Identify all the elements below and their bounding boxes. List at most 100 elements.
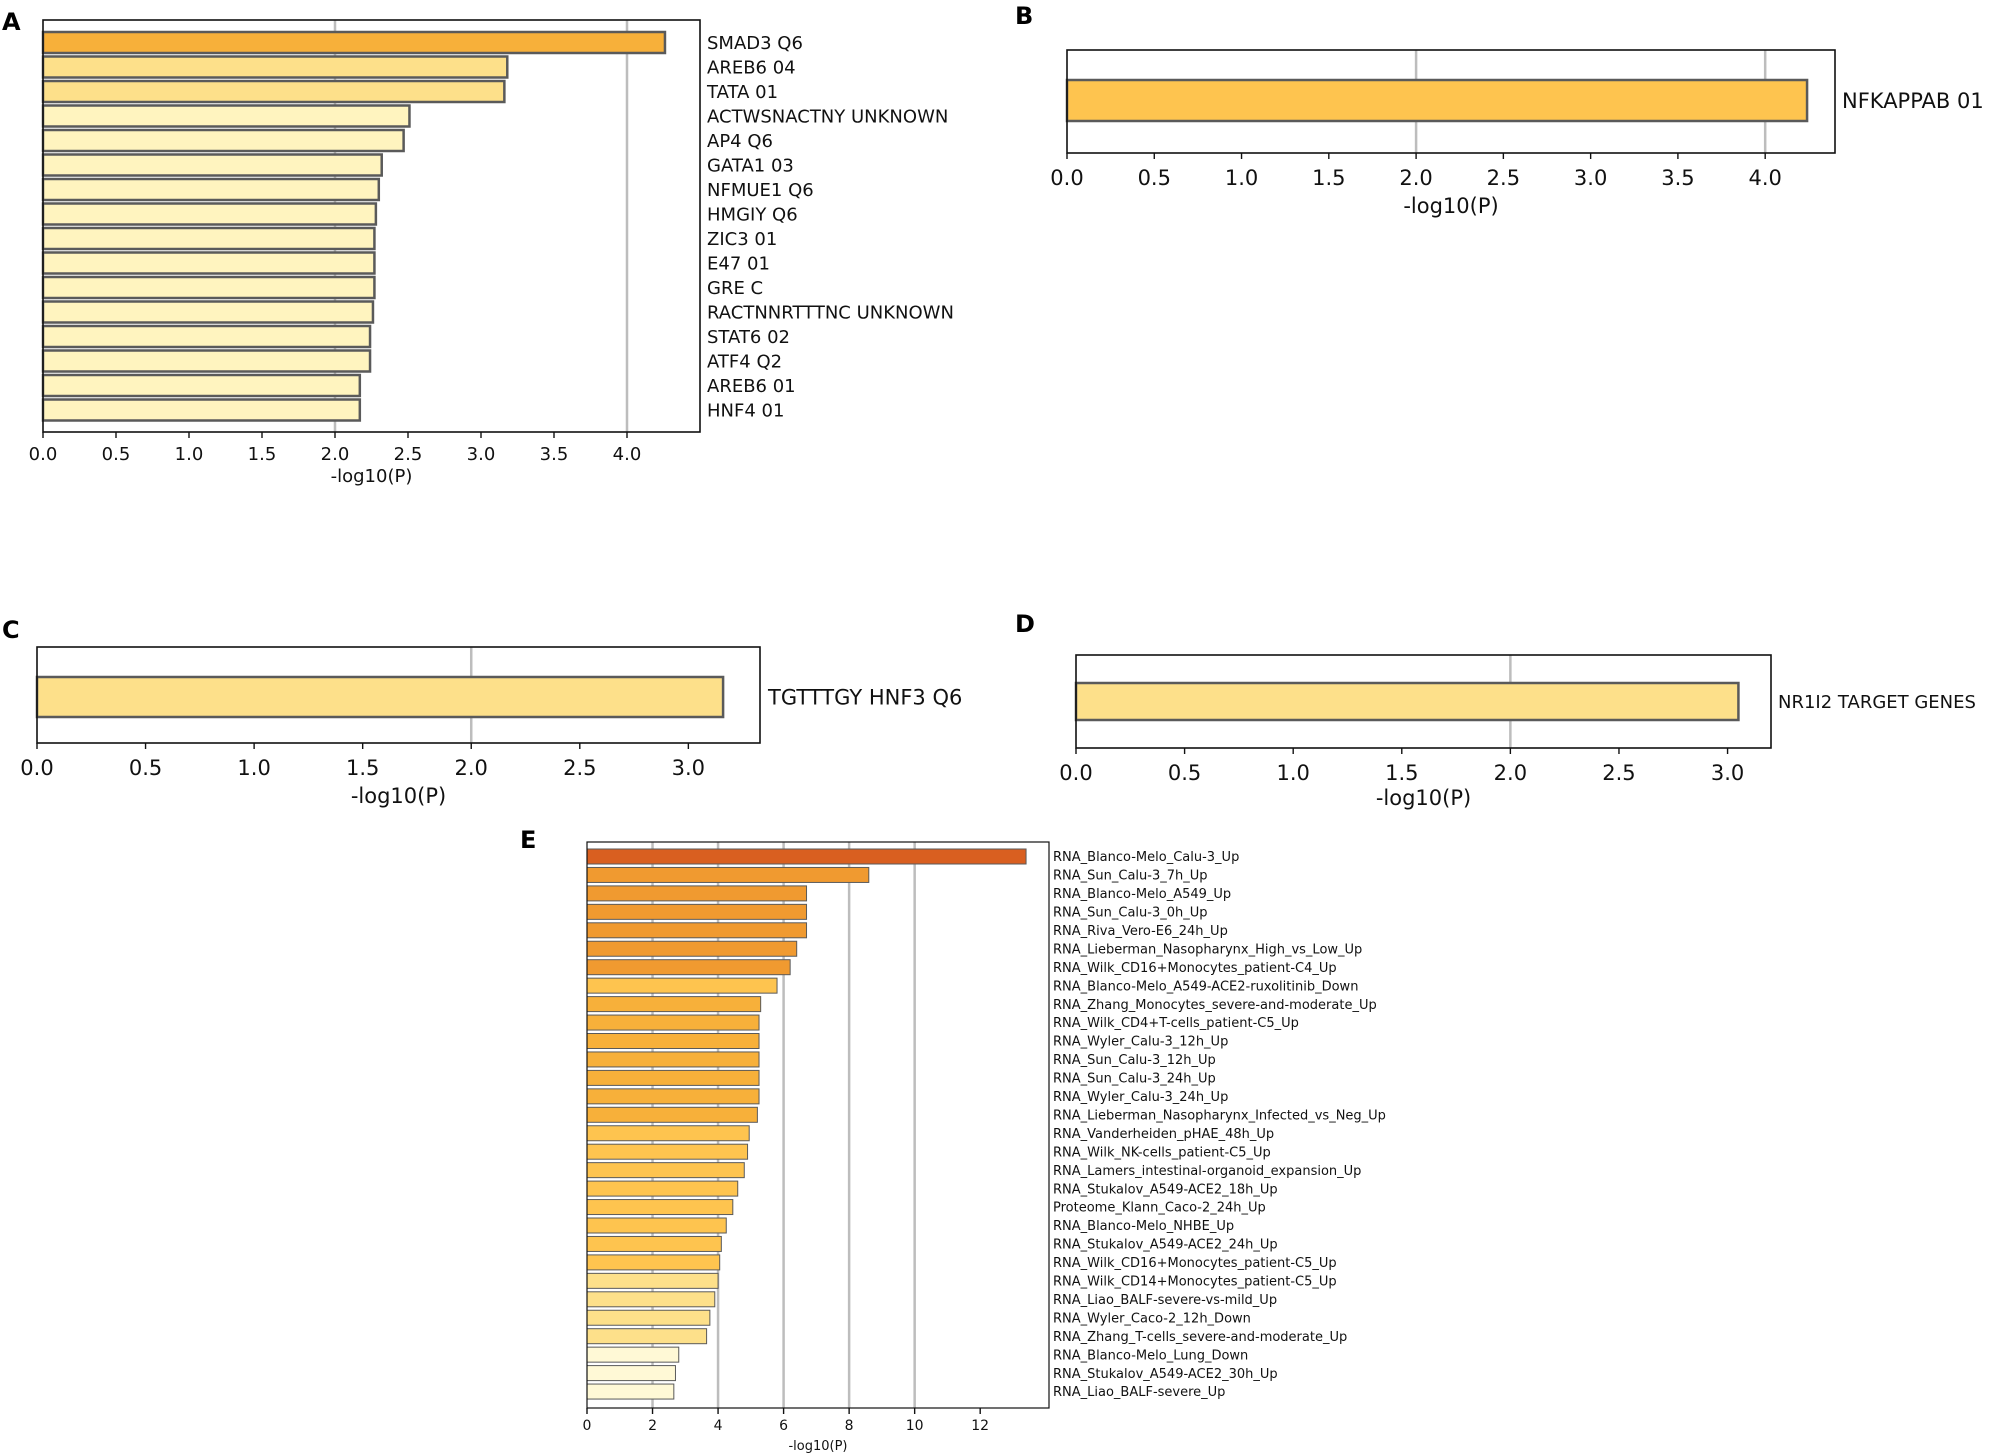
- x-tick-label-d-2: 1.0: [1276, 761, 1309, 785]
- category-label-e-3: RNA_Sun_Calu-3_0h_Up: [1053, 906, 1208, 921]
- category-label-e-10: RNA_Wyler_Calu-3_12h_Up: [1053, 1035, 1228, 1050]
- category-label-a-15: HNF4 01: [707, 400, 784, 421]
- category-label-e-22: RNA_Wilk_CD16+Monocytes_patient-C5_Up: [1053, 1256, 1337, 1271]
- category-label-a-8: ZIC3 01: [707, 229, 777, 250]
- category-label-e-15: RNA_Vanderheiden_pHAE_48h_Up: [1053, 1127, 1274, 1142]
- bar-e-2: [586, 885, 808, 902]
- x-tick-label-a-7: 3.5: [540, 444, 569, 465]
- x-tick-label-c-5: 2.5: [563, 756, 596, 780]
- bar-a-13: [41, 349, 372, 373]
- bar-e-25: [586, 1309, 711, 1326]
- bar-e-24: [586, 1291, 716, 1308]
- bar-e-27: [586, 1346, 680, 1363]
- x-tick-label-a-8: 4.0: [613, 444, 642, 465]
- bar-e-14: [586, 1106, 758, 1123]
- x-tick-label-e-4: 8: [845, 1418, 854, 1434]
- bar-e-19: [586, 1199, 734, 1216]
- category-label-a-4: AP4 Q6: [707, 131, 773, 152]
- category-label-a-12: STAT6 02: [707, 327, 790, 348]
- x-tick-label-d-3: 1.5: [1385, 761, 1418, 785]
- category-label-e-11: RNA_Sun_Calu-3_12h_Up: [1053, 1053, 1216, 1068]
- x-axis-label-a: -log10(P): [331, 466, 413, 487]
- bar-e-21: [586, 1235, 722, 1252]
- x-tick-label-c-6: 3.0: [672, 756, 705, 780]
- chart-panel-b: NFKAPPAB 01 0.0 0.5 1.0 1.5 2.0 2.5 3.0 3.5 4.0 -l…: [1050, 49, 1984, 218]
- x-tick-label-e-2: 4: [714, 1418, 723, 1434]
- category-label-a-10: GRE C: [707, 278, 763, 299]
- x-tick-label-b-0: 0.0: [1050, 166, 1083, 190]
- x-tick-label-e-6: 12: [971, 1418, 989, 1434]
- x-axis-label-e: -log10(P): [788, 1439, 847, 1454]
- x-tick-label-b-8: 4.0: [1748, 166, 1781, 190]
- bar-a-14: [41, 373, 362, 398]
- bar-e-18: [586, 1180, 739, 1197]
- bar-e-13: [586, 1088, 760, 1105]
- bar-a-9: [41, 251, 376, 275]
- x-tick-label-a-0: 0.0: [29, 444, 58, 465]
- plot-frame-e: [586, 841, 1050, 1409]
- category-label-e-9: RNA_Wilk_CD4+T-cells_patient-C5_Up: [1053, 1016, 1299, 1031]
- bar-a-1: [41, 55, 509, 79]
- category-label-e-6: RNA_Wilk_CD16+Monocytes_patient-C4_Up: [1053, 961, 1337, 976]
- category-label-a-9: E47 01: [707, 253, 770, 274]
- bar-e-8: [586, 996, 762, 1013]
- x-tick-label-c-2: 1.0: [237, 756, 270, 780]
- bar-a-7: [41, 202, 378, 226]
- bar-e-3: [586, 903, 808, 920]
- x-tick-label-a-3: 1.5: [248, 444, 277, 465]
- chart-panel-a: SMAD3 Q6 AREB6 04 TATA 01 ACTWSNACTNY UNKNO…: [29, 19, 954, 487]
- plot-frame-a: [42, 19, 701, 433]
- category-label-c-0: TGTTTGY HNF3 Q6: [767, 686, 962, 710]
- bar-e-15: [586, 1125, 750, 1142]
- chart-panel-c: TGTTTGY HNF3 Q6 0.0 0.5 1.0 1.5 2.0 2.5 3.0 -log…: [20, 646, 962, 808]
- x-tick-label-c-0: 0.0: [20, 756, 53, 780]
- category-label-e-21: RNA_Stukalov_A549-ACE2_24h_Up: [1053, 1238, 1278, 1253]
- bar-e-22: [586, 1254, 721, 1271]
- bar-e-12: [586, 1069, 760, 1086]
- bar-a-6: [41, 177, 381, 202]
- category-label-e-2: RNA_Blanco-Melo_A549_Up: [1053, 887, 1231, 902]
- category-label-e-23: RNA_Wilk_CD14+Monocytes_patient-C5_Up: [1053, 1275, 1337, 1290]
- panel-letter-b: B: [1015, 2, 1033, 30]
- bar-d-0: [1074, 681, 1740, 722]
- chart-panel-d: NR1I2 TARGET GENES 0.0 0.5 1.0 1.5 2.0 2.5 3.0 -…: [1059, 654, 1976, 810]
- x-tick-label-e-0: 0: [583, 1418, 592, 1434]
- x-tick-label-b-7: 3.5: [1661, 166, 1694, 190]
- category-label-a-2: TATA 01: [706, 82, 778, 103]
- x-tick-label-b-6: 3.0: [1574, 166, 1607, 190]
- category-label-a-14: AREB6 01: [707, 376, 796, 397]
- category-label-e-8: RNA_Zhang_Monocytes_severe-and-moderate_…: [1053, 998, 1377, 1013]
- bar-a-5: [41, 153, 383, 177]
- category-label-a-1: AREB6 04: [707, 57, 796, 78]
- x-tick-label-a-6: 3.0: [467, 444, 496, 465]
- bar-a-3: [41, 104, 411, 128]
- bar-e-7: [586, 977, 778, 994]
- bar-e-16: [586, 1143, 749, 1160]
- x-tick-label-e-1: 2: [648, 1418, 657, 1434]
- bar-e-5: [586, 940, 798, 957]
- x-tick-label-b-5: 2.5: [1487, 166, 1520, 190]
- bar-a-4: [41, 128, 405, 153]
- panel-letter-e: E: [520, 826, 536, 854]
- x-tick-label-b-1: 0.5: [1138, 166, 1171, 190]
- category-label-e-19: Proteome_Klann_Caco-2_24h_Up: [1053, 1201, 1266, 1216]
- category-label-e-25: RNA_Wyler_Caco-2_12h_Down: [1053, 1311, 1251, 1326]
- bar-e-6: [586, 959, 791, 976]
- category-label-e-26: RNA_Zhang_T-cells_severe-and-moderate_Up: [1053, 1330, 1347, 1345]
- category-label-d-0: NR1I2 TARGET GENES: [1778, 692, 1976, 713]
- bar-a-2: [41, 79, 506, 104]
- category-label-a-7: HMGIY Q6: [707, 204, 798, 225]
- x-tick-label-d-5: 2.5: [1602, 761, 1635, 785]
- panel-letter-a: A: [2, 8, 21, 36]
- x-tick-label-d-0: 0.0: [1059, 761, 1092, 785]
- category-label-e-17: RNA_Lamers_intestinal-organoid_expansion…: [1053, 1164, 1361, 1179]
- category-label-e-13: RNA_Wyler_Calu-3_24h_Up: [1053, 1090, 1228, 1105]
- bar-a-11: [41, 300, 375, 324]
- bar-e-23: [586, 1272, 719, 1289]
- plot-frame-c: [36, 646, 761, 744]
- x-tick-label-a-4: 2.0: [321, 444, 350, 465]
- x-tick-label-a-1: 0.5: [102, 444, 131, 465]
- category-label-e-4: RNA_Riva_Vero-E6_24h_Up: [1053, 924, 1228, 939]
- category-label-e-28: RNA_Stukalov_A549-ACE2_30h_Up: [1053, 1367, 1278, 1382]
